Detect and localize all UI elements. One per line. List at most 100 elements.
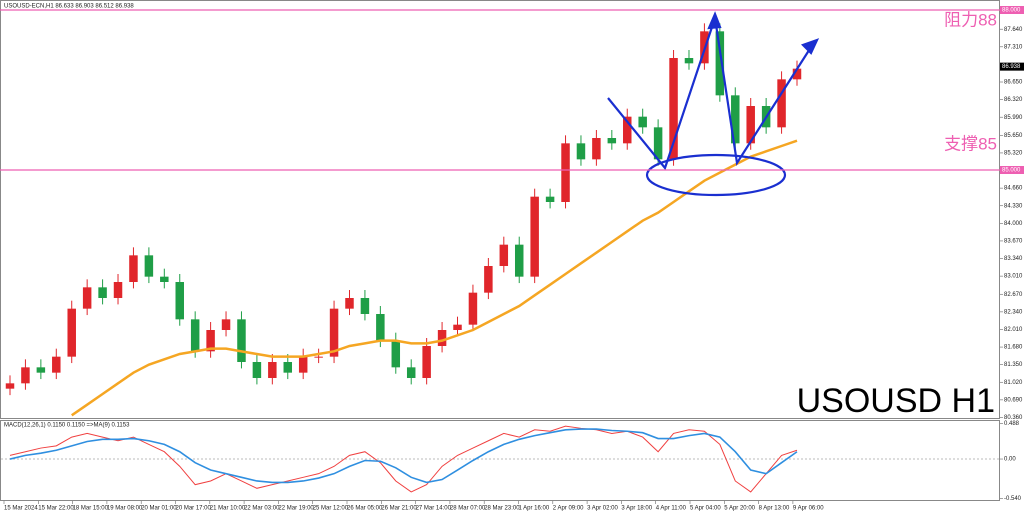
- candle-body: [669, 58, 678, 160]
- x-tick-label: 22 Mar 03:00: [244, 506, 280, 512]
- x-tick-label: 20 Mar 17:00: [176, 506, 212, 512]
- level-note: 阻力88: [944, 10, 997, 29]
- y-tick-label: 86.320: [1004, 97, 1023, 103]
- y-tick-label: 0.488: [1004, 421, 1020, 427]
- candle-body: [237, 319, 246, 362]
- candle-body: [314, 356, 323, 358]
- y-tick-label: 86.650: [1004, 80, 1023, 86]
- candle-body: [376, 314, 385, 341]
- x-tick-label: 5 Apr 20:00: [724, 506, 755, 512]
- y-tick-label: 81.350: [1004, 362, 1023, 368]
- x-tick-label: 4 Apr 11:00: [656, 506, 687, 512]
- candle-body: [684, 58, 694, 64]
- y-tick-label: 0.00: [1004, 457, 1016, 463]
- candle-body: [252, 362, 262, 378]
- x-tick-label: 26 Mar 21:00: [381, 506, 417, 512]
- level-tag: [1000, 6, 1024, 14]
- x-tick-label: 27 Mar 14:00: [416, 506, 452, 512]
- y-tick-label: 80.690: [1004, 397, 1023, 403]
- candle-body: [561, 143, 570, 202]
- level-tag: [1000, 166, 1024, 174]
- candle-body: [731, 95, 740, 144]
- x-tick-label: 21 Mar 10:00: [210, 506, 246, 512]
- x-tick-label: 28 Mar 23:00: [484, 506, 520, 512]
- candle-body: [406, 367, 416, 378]
- y-tick-label: 82.010: [1004, 327, 1023, 333]
- price-panel: [0, 0, 1000, 419]
- x-tick-label: 8 Apr 13:00: [759, 506, 790, 512]
- candle-body: [792, 68, 802, 80]
- x-tick-label: 25 Mar 12:00: [313, 506, 349, 512]
- x-tick-label: 15 Mar 2024: [4, 506, 38, 512]
- arrow-head: [707, 11, 722, 30]
- y-tick-label: 84.000: [1004, 221, 1023, 227]
- y-tick-label: 82.670: [1004, 292, 1023, 298]
- candle-body: [422, 346, 431, 378]
- candle-body: [221, 319, 231, 330]
- y-tick-label: 84.660: [1004, 186, 1023, 192]
- candle-body: [36, 367, 46, 373]
- marks: [5, 23, 802, 417]
- candle-body: [175, 282, 184, 320]
- price-header: USOUSD-ECN,H1 86.633 86.903 86.512 86.93…: [4, 4, 134, 10]
- y-tick-label: 85.650: [1004, 133, 1023, 139]
- macd-line: [9, 425, 798, 493]
- candle-body: [329, 308, 339, 357]
- current-price-label: 86.938: [1002, 64, 1021, 70]
- x-tick-label: 5 Apr 04:00: [690, 506, 721, 512]
- candle-body: [144, 255, 154, 277]
- x-tick-label: 9 Apr 06:00: [793, 506, 824, 512]
- y-tick-label: -0.540: [1004, 496, 1022, 502]
- x-tick-label: 28 Mar 07:00: [450, 506, 486, 512]
- candle-body: [576, 143, 586, 160]
- candle-body: [206, 330, 215, 352]
- candle-body: [514, 244, 524, 277]
- y-tick-label: 85.990: [1004, 115, 1023, 121]
- candle-body: [345, 298, 354, 309]
- x-tick-label: 1 Apr 16:00: [519, 506, 550, 512]
- candle-body: [391, 340, 401, 368]
- arrow-head: [800, 38, 820, 55]
- y-tick-label: 81.680: [1004, 345, 1023, 351]
- candle-body: [468, 292, 478, 325]
- candle-body: [52, 356, 61, 373]
- candle-body: [113, 282, 123, 298]
- candle-body: [21, 367, 30, 384]
- annotation-arrows: [607, 11, 820, 197]
- level-tag-label: 85.000: [1002, 168, 1021, 174]
- y-tick-label: 81.020: [1004, 380, 1023, 386]
- candle-body: [298, 356, 308, 373]
- x-tick-label: 20 Mar 01:00: [141, 506, 177, 512]
- y-tick-label: 87.640: [1004, 27, 1023, 33]
- candle-body: [453, 324, 462, 330]
- y-tick-label: 82.340: [1004, 309, 1023, 315]
- candle-body: [638, 116, 647, 128]
- moving-average: [71, 139, 798, 417]
- y-tick-label: 80.360: [1004, 415, 1023, 421]
- candle-body: [746, 106, 755, 144]
- candle-body: [545, 196, 555, 202]
- level-note: 支撑85: [944, 134, 997, 153]
- level-tag-label: 88.000: [1002, 8, 1021, 14]
- candle-body: [777, 79, 786, 128]
- y-tick-label: 83.670: [1004, 239, 1023, 245]
- y-tick-label: 83.010: [1004, 274, 1023, 280]
- x-tick-label: 18 Mar 15:00: [73, 506, 109, 512]
- macd-panel: [0, 420, 1000, 501]
- candle-body: [5, 383, 15, 389]
- x-tick-label: 3 Apr 18:00: [621, 506, 652, 512]
- candle-body: [653, 127, 663, 160]
- candle-body: [160, 276, 169, 282]
- candle-body: [592, 138, 601, 160]
- candle-body: [715, 31, 725, 96]
- y-tick-label: 87.310: [1004, 44, 1023, 50]
- y-tick-label: 83.340: [1004, 256, 1023, 262]
- candle-body: [268, 362, 277, 378]
- y-tick-label: 85.320: [1004, 151, 1023, 157]
- y-tick-label: 84.330: [1004, 203, 1023, 209]
- x-tick-label: 2 Apr 09:00: [553, 506, 584, 512]
- candle-body: [607, 138, 617, 144]
- x-tick-label: 22 Mar 19:00: [278, 506, 314, 512]
